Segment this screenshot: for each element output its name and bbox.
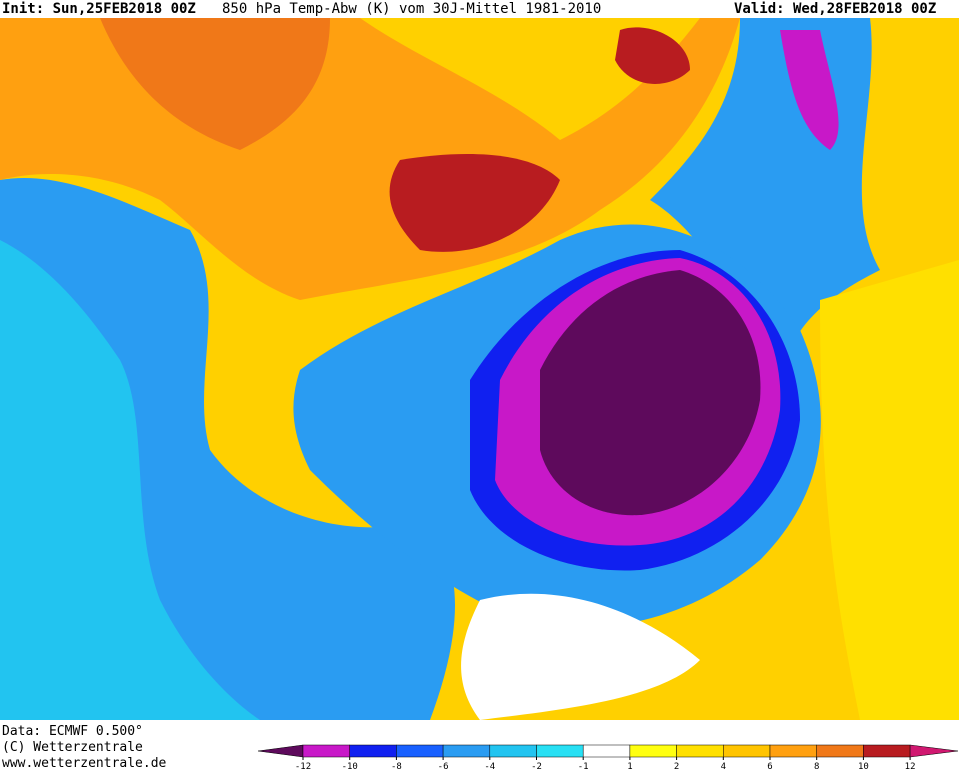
legend-bin xyxy=(442,744,491,758)
legend-arrow-high xyxy=(909,744,959,758)
legend-tick-label: 8 xyxy=(814,762,819,770)
legend-tick-label: -1 xyxy=(578,762,589,770)
legend-tick-label: 4 xyxy=(721,762,726,770)
legend-bin xyxy=(629,744,677,758)
legend-bin xyxy=(396,744,444,758)
legend-tick-label: -6 xyxy=(438,762,449,770)
legend-bin xyxy=(582,744,631,758)
cold-core-northeast xyxy=(780,30,839,150)
cold-region-west-inner xyxy=(0,240,260,720)
legend-tick-label: 10 xyxy=(858,762,869,770)
legend-tick-label: 2 xyxy=(674,762,679,770)
map xyxy=(0,18,959,720)
legend-bin xyxy=(816,744,864,758)
valid-time: Valid: Wed,28FEB2018 00Z xyxy=(734,1,936,17)
init-time: Init: Sun,25FEB2018 00Z xyxy=(2,1,196,17)
color-legend: -12 -10 -8 -6 -4 -2 -1 1 2 4 6 8 10 12 xyxy=(257,744,959,772)
legend-bin xyxy=(676,744,724,758)
legend-tick-label: -10 xyxy=(342,762,358,770)
legend-bin xyxy=(769,744,817,758)
legend-tick-label: -8 xyxy=(391,762,402,770)
cold-core-europe-deep xyxy=(540,270,761,516)
legend-bin xyxy=(723,744,771,758)
legend-tick-label: 12 xyxy=(905,762,916,770)
legend-tick-label: 6 xyxy=(767,762,772,770)
warm-core-arctic xyxy=(615,27,690,84)
legend-arrow-low xyxy=(257,744,304,758)
neutral-region-south xyxy=(461,593,700,720)
website: www.wetterzentrale.de xyxy=(2,756,167,770)
legend-bin xyxy=(536,744,584,758)
legend-bin xyxy=(863,744,911,758)
map-title: 850 hPa Temp-Abw (K) vom 30J-Mittel 1981… xyxy=(222,1,601,17)
warm-core-northwest xyxy=(100,18,330,150)
legend-bin xyxy=(349,744,397,758)
legend-bin xyxy=(489,744,537,758)
legend-bin xyxy=(302,744,350,758)
data-source: Data: ECMWF 0.500° xyxy=(2,724,143,739)
copyright: (C) Wetterzentrale xyxy=(2,740,143,755)
legend-tick-label: -4 xyxy=(484,762,495,770)
warm-region-east xyxy=(820,260,959,720)
legend-tick-label: -2 xyxy=(531,762,542,770)
legend-tick-label: -12 xyxy=(295,762,311,770)
warm-core-greenland xyxy=(389,154,560,252)
legend-tick-label: 1 xyxy=(627,762,632,770)
